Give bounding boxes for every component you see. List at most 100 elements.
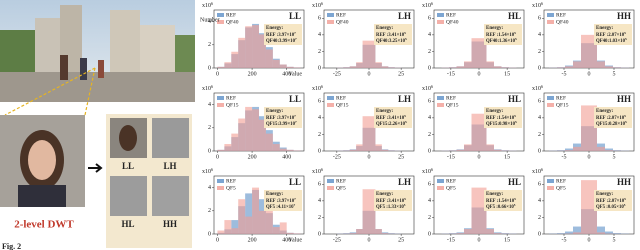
hist-bar: [471, 38, 479, 68]
legend-label: QF15: [556, 102, 569, 108]
dwt-label: 2-level DWT: [14, 219, 74, 231]
hist-bar: [231, 220, 239, 234]
hist-bar: [231, 133, 239, 151]
y-multiplier-base: x10: [202, 169, 211, 175]
y-tick-label: 0: [318, 65, 321, 71]
hist-bar: [565, 231, 573, 234]
hist-bar: [375, 144, 382, 151]
y-multiplier: x106: [312, 84, 323, 92]
energy-value-base: REF :3.41×10: [376, 116, 405, 121]
x-tick-label: 25: [398, 154, 404, 160]
hist-bar: [573, 226, 581, 234]
energy-title: Energy:: [486, 192, 504, 197]
energy-value-exp: 5: [624, 114, 626, 118]
y-tick-label: 2: [538, 49, 541, 55]
energy-value-exp: 5: [404, 114, 406, 118]
legend-swatch: [437, 103, 444, 107]
hist-bar: [217, 230, 225, 234]
panel-title: HL: [508, 11, 521, 21]
energy-value-exp: 5: [404, 203, 406, 207]
y-multiplier: x106: [312, 167, 323, 175]
hist-bar: [245, 106, 253, 151]
y-tick-label: 2: [318, 132, 321, 138]
hist-bar: [557, 233, 565, 234]
y-tick-label: 4: [318, 198, 321, 204]
energy-value-base: REF :2.07×10: [596, 33, 625, 38]
energy-value-base: REF :2.07×10: [596, 199, 625, 204]
subband-label: HH: [163, 219, 177, 229]
energy-value: QF15:0.98×105: [486, 120, 517, 127]
panel-title: LL: [289, 94, 301, 104]
energy-box: [374, 24, 412, 45]
y-multiplier: x106: [532, 84, 543, 92]
energy-value-base: QF15:3.99×10: [266, 122, 296, 127]
x-tick-label: 15: [504, 71, 510, 77]
energy-title: Energy:: [596, 192, 614, 197]
energy-value: QF40:1.03×105: [596, 37, 627, 44]
y-tick-label: 4: [428, 198, 431, 204]
hist-bar: [388, 233, 395, 234]
hist-bar: [343, 67, 350, 68]
hist-bar: [349, 232, 357, 234]
hist-bar: [597, 232, 605, 234]
hist-bar: [286, 232, 294, 234]
hist-bar: [557, 150, 565, 151]
panel-title: LL: [289, 11, 301, 21]
y-tick-label: 0: [208, 148, 211, 154]
x-tick-label: 400: [282, 71, 291, 77]
energy-title: Energy:: [266, 192, 284, 197]
y-tick-label: 4: [318, 32, 321, 38]
legend-swatch: [437, 179, 444, 183]
hist-bar: [279, 222, 287, 234]
panel-title: LH: [398, 11, 411, 21]
y-multiplier-base: x10: [532, 86, 541, 92]
y-multiplier: x106: [422, 84, 433, 92]
hist-bar: [464, 229, 472, 234]
y-multiplier-exp: 6: [321, 84, 323, 89]
hist-bar: [581, 34, 589, 68]
energy-title: Energy:: [376, 26, 394, 31]
y-tick-label: 2: [538, 132, 541, 138]
energy-value-base: REF :1.54×10: [486, 199, 515, 204]
hist-bar: [265, 49, 273, 68]
legend-swatch: [547, 13, 554, 17]
panel-title: HL: [508, 94, 521, 104]
y-tick-label: 2: [538, 215, 541, 221]
x-tick-label: 200: [248, 237, 257, 243]
legend-swatch: [327, 103, 334, 107]
energy-value: REF :3.41×105: [376, 114, 406, 121]
energy-value-base: QF5 :0.66×10: [486, 205, 514, 210]
energy-value: REF :3.41×105: [376, 31, 406, 38]
hist-bar: [375, 229, 382, 234]
hist-bar: [265, 133, 273, 151]
hist-bar: [464, 144, 472, 151]
x-tick-label: 5: [613, 154, 616, 160]
y-tick-label: 0: [208, 231, 211, 237]
hist-bar: [265, 196, 273, 234]
y-multiplier-exp: 6: [431, 84, 433, 89]
energy-value-exp: 5: [514, 31, 516, 35]
y-multiplier-exp: 6: [431, 167, 433, 172]
legend-swatch: [327, 20, 334, 24]
hist-bar: [349, 149, 357, 151]
hist-bar: [381, 233, 389, 234]
panel-title: HL: [508, 177, 521, 187]
energy-box: [264, 107, 302, 128]
y-tick-label: 4: [318, 115, 321, 121]
y-tick-label: 0: [318, 148, 321, 154]
hist-bar: [349, 233, 357, 234]
x-tick-label: 0: [588, 71, 591, 77]
energy-value-base: QF15:0.98×10: [486, 122, 516, 127]
hist-bar: [494, 66, 502, 68]
legend-swatch: [217, 186, 224, 190]
y-tick-label: 6: [538, 99, 541, 105]
hist-bar: [279, 148, 287, 151]
hist-bar: [494, 149, 502, 151]
y-multiplier-base: x10: [202, 3, 211, 9]
energy-value-exp: 7: [294, 114, 296, 118]
energy-value: QF5 :0.66×105: [486, 203, 516, 210]
energy-value-exp: 5: [625, 120, 627, 124]
energy-value: REF :3.97×107: [266, 197, 296, 204]
hist-bar: [565, 150, 573, 151]
dwt-tiles: [106, 114, 192, 248]
